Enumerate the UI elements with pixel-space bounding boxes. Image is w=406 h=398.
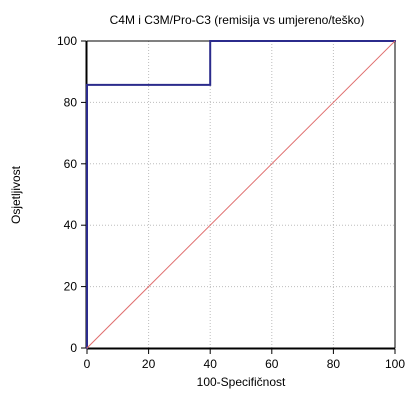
x-tick-label-3: 60 xyxy=(265,357,279,371)
reference-diagonal xyxy=(86,40,396,349)
x-tick-label-4: 80 xyxy=(327,357,341,371)
y-tick-label-1: 20 xyxy=(64,280,78,294)
y-tick-label-3: 60 xyxy=(64,157,78,171)
chart-title: C4M i C3M/Pro-C3 (remisija vs umjereno/t… xyxy=(110,13,365,27)
x-axis-label: 100-Specifičnost xyxy=(197,375,286,389)
y-tick-label-4: 80 xyxy=(64,95,78,109)
y-tick-label-5: 100 xyxy=(57,34,77,48)
x-tick-label-2: 40 xyxy=(204,357,218,371)
y-tick-label-0: 0 xyxy=(70,341,77,355)
x-tick-label-5: 100 xyxy=(385,357,405,371)
roc-curve xyxy=(86,40,396,349)
x-tick-label-0: 0 xyxy=(84,357,91,371)
x-tick-label-1: 20 xyxy=(142,357,156,371)
y-axis-label: Osjetljivost xyxy=(9,165,23,224)
y-tick-label-2: 40 xyxy=(64,218,78,232)
series-layer xyxy=(86,40,396,349)
